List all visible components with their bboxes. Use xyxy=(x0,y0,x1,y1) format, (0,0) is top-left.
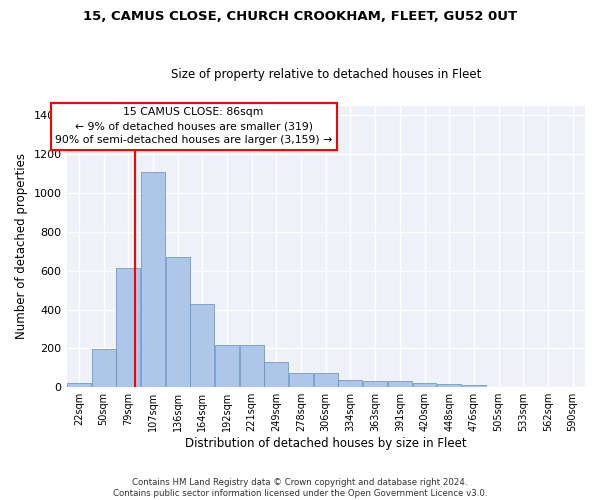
Title: Size of property relative to detached houses in Fleet: Size of property relative to detached ho… xyxy=(170,68,481,81)
Bar xyxy=(388,382,412,387)
Bar xyxy=(240,344,263,387)
X-axis label: Distribution of detached houses by size in Fleet: Distribution of detached houses by size … xyxy=(185,437,467,450)
Bar xyxy=(437,384,461,387)
Bar xyxy=(215,344,239,387)
Bar xyxy=(67,384,91,387)
Bar xyxy=(166,257,190,387)
Bar xyxy=(314,372,338,387)
Bar xyxy=(363,382,387,387)
Text: 15, CAMUS CLOSE, CHURCH CROOKHAM, FLEET, GU52 0UT: 15, CAMUS CLOSE, CHURCH CROOKHAM, FLEET,… xyxy=(83,10,517,23)
Bar xyxy=(462,386,486,387)
Text: 15 CAMUS CLOSE: 86sqm
← 9% of detached houses are smaller (319)
90% of semi-deta: 15 CAMUS CLOSE: 86sqm ← 9% of detached h… xyxy=(55,107,332,145)
Bar xyxy=(116,268,140,387)
Bar xyxy=(92,350,116,387)
Bar xyxy=(141,172,165,387)
Y-axis label: Number of detached properties: Number of detached properties xyxy=(15,154,28,340)
Bar xyxy=(265,362,289,387)
Text: Contains HM Land Registry data © Crown copyright and database right 2024.
Contai: Contains HM Land Registry data © Crown c… xyxy=(113,478,487,498)
Bar xyxy=(190,304,214,387)
Bar xyxy=(413,384,436,387)
Bar xyxy=(289,372,313,387)
Bar xyxy=(338,380,362,387)
